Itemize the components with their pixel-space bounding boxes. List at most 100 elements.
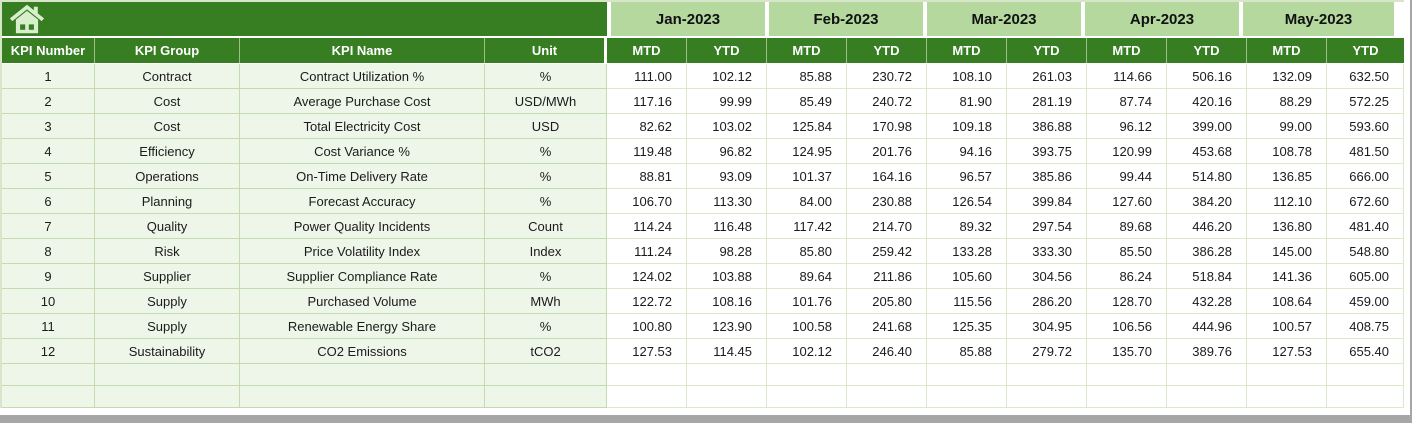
period-header-may-2023-ytd[interactable]: YTD	[1327, 38, 1404, 63]
column-header-unit[interactable]: Unit	[485, 38, 607, 63]
kpi-name-cell[interactable]: Supplier Compliance Rate	[240, 264, 485, 289]
value-cell[interactable]: 85.49	[767, 89, 847, 114]
value-cell[interactable]: 101.37	[767, 164, 847, 189]
value-cell[interactable]: 84.00	[767, 189, 847, 214]
value-cell[interactable]: 81.90	[927, 89, 1007, 114]
empty-value-cell[interactable]	[607, 364, 687, 386]
value-cell[interactable]: 87.74	[1087, 89, 1167, 114]
month-header-jan-2023[interactable]: Jan-2023	[611, 2, 765, 36]
value-cell[interactable]: 304.95	[1007, 314, 1087, 339]
column-header-kpi-group[interactable]: KPI Group	[95, 38, 240, 63]
kpi-group-cell[interactable]: Contract	[95, 64, 240, 89]
value-cell[interactable]: 453.68	[1167, 139, 1247, 164]
value-cell[interactable]: 102.12	[687, 64, 767, 89]
kpi-number-cell[interactable]: 3	[2, 114, 95, 139]
unit-cell[interactable]: %	[485, 264, 607, 289]
kpi-group-cell[interactable]: Quality	[95, 214, 240, 239]
empty-value-cell[interactable]	[847, 386, 927, 408]
empty-value-cell[interactable]	[607, 386, 687, 408]
value-cell[interactable]: 279.72	[1007, 339, 1087, 364]
value-cell[interactable]: 96.57	[927, 164, 1007, 189]
month-header-may-2023[interactable]: May-2023	[1243, 2, 1394, 36]
value-cell[interactable]: 99.44	[1087, 164, 1167, 189]
value-cell[interactable]: 112.10	[1247, 189, 1327, 214]
period-header-feb-2023-ytd[interactable]: YTD	[847, 38, 927, 63]
value-cell[interactable]: 111.24	[607, 239, 687, 264]
value-cell[interactable]: 117.16	[607, 89, 687, 114]
value-cell[interactable]: 459.00	[1327, 289, 1404, 314]
kpi-group-cell[interactable]: Risk	[95, 239, 240, 264]
value-cell[interactable]: 99.00	[1247, 114, 1327, 139]
value-cell[interactable]: 333.30	[1007, 239, 1087, 264]
kpi-number-cell[interactable]: 2	[2, 89, 95, 114]
kpi-name-cell[interactable]: On-Time Delivery Rate	[240, 164, 485, 189]
kpi-name-cell[interactable]: Purchased Volume	[240, 289, 485, 314]
empty-cell[interactable]	[240, 364, 485, 386]
kpi-name-cell[interactable]: CO2 Emissions	[240, 339, 485, 364]
month-header-feb-2023[interactable]: Feb-2023	[769, 2, 923, 36]
value-cell[interactable]: 386.88	[1007, 114, 1087, 139]
value-cell[interactable]: 101.76	[767, 289, 847, 314]
value-cell[interactable]: 99.99	[687, 89, 767, 114]
value-cell[interactable]: 124.02	[607, 264, 687, 289]
period-header-feb-2023-mtd[interactable]: MTD	[767, 38, 847, 63]
kpi-name-cell[interactable]: Average Purchase Cost	[240, 89, 485, 114]
value-cell[interactable]: 136.85	[1247, 164, 1327, 189]
empty-value-cell[interactable]	[687, 386, 767, 408]
empty-cell[interactable]	[240, 386, 485, 408]
kpi-group-cell[interactable]: Supplier	[95, 264, 240, 289]
kpi-group-cell[interactable]: Sustainability	[95, 339, 240, 364]
empty-value-cell[interactable]	[1327, 364, 1404, 386]
unit-cell[interactable]: %	[485, 64, 607, 89]
value-cell[interactable]: 113.30	[687, 189, 767, 214]
kpi-group-cell[interactable]: Cost	[95, 89, 240, 114]
value-cell[interactable]: 89.32	[927, 214, 1007, 239]
unit-cell[interactable]: tCO2	[485, 339, 607, 364]
value-cell[interactable]: 85.88	[927, 339, 1007, 364]
value-cell[interactable]: 106.56	[1087, 314, 1167, 339]
value-cell[interactable]: 481.40	[1327, 214, 1404, 239]
value-cell[interactable]: 128.70	[1087, 289, 1167, 314]
kpi-number-cell[interactable]: 5	[2, 164, 95, 189]
empty-value-cell[interactable]	[687, 364, 767, 386]
value-cell[interactable]: 201.76	[847, 139, 927, 164]
value-cell[interactable]: 89.68	[1087, 214, 1167, 239]
empty-value-cell[interactable]	[847, 364, 927, 386]
month-header-apr-2023[interactable]: Apr-2023	[1085, 2, 1239, 36]
value-cell[interactable]: 304.56	[1007, 264, 1087, 289]
period-header-apr-2023-mtd[interactable]: MTD	[1087, 38, 1167, 63]
kpi-name-cell[interactable]: Cost Variance %	[240, 139, 485, 164]
value-cell[interactable]: 86.24	[1087, 264, 1167, 289]
value-cell[interactable]: 93.09	[687, 164, 767, 189]
value-cell[interactable]: 114.66	[1087, 64, 1167, 89]
value-cell[interactable]: 127.53	[607, 339, 687, 364]
value-cell[interactable]: 132.09	[1247, 64, 1327, 89]
empty-cell[interactable]	[485, 364, 607, 386]
value-cell[interactable]: 103.88	[687, 264, 767, 289]
empty-value-cell[interactable]	[1247, 386, 1327, 408]
home-icon[interactable]	[9, 4, 45, 34]
empty-value-cell[interactable]	[767, 386, 847, 408]
value-cell[interactable]: 655.40	[1327, 339, 1404, 364]
empty-value-cell[interactable]	[1087, 386, 1167, 408]
kpi-name-cell[interactable]: Renewable Energy Share	[240, 314, 485, 339]
empty-value-cell[interactable]	[1167, 386, 1247, 408]
empty-value-cell[interactable]	[1327, 386, 1404, 408]
value-cell[interactable]: 109.18	[927, 114, 1007, 139]
kpi-group-cell[interactable]: Cost	[95, 114, 240, 139]
value-cell[interactable]: 506.16	[1167, 64, 1247, 89]
value-cell[interactable]: 96.82	[687, 139, 767, 164]
empty-cell[interactable]	[2, 386, 95, 408]
empty-cell[interactable]	[95, 386, 240, 408]
empty-value-cell[interactable]	[1247, 364, 1327, 386]
value-cell[interactable]: 127.53	[1247, 339, 1327, 364]
value-cell[interactable]: 114.45	[687, 339, 767, 364]
unit-cell[interactable]: %	[485, 314, 607, 339]
value-cell[interactable]: 123.90	[687, 314, 767, 339]
empty-value-cell[interactable]	[1007, 364, 1087, 386]
kpi-group-cell[interactable]: Operations	[95, 164, 240, 189]
value-cell[interactable]: 444.96	[1167, 314, 1247, 339]
value-cell[interactable]: 389.76	[1167, 339, 1247, 364]
value-cell[interactable]: 259.42	[847, 239, 927, 264]
value-cell[interactable]: 111.00	[607, 64, 687, 89]
